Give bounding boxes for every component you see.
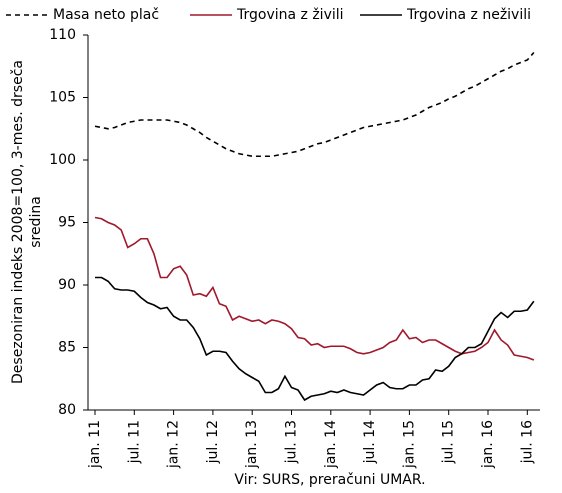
y-tick-label: 80 [58, 402, 76, 418]
source-note: Vir: SURS, preračuni UMAR. [234, 472, 425, 488]
y-tick-label: 105 [49, 90, 76, 106]
y-tick-label: 110 [49, 27, 76, 43]
x-tick-label: jul. 12 [205, 420, 221, 464]
y-axis-label: sredina [28, 196, 44, 248]
y-tick-label: 85 [58, 340, 76, 356]
x-tick-label: jan. 11 [87, 420, 103, 469]
x-tick-label: jul. 11 [126, 420, 142, 464]
x-tick-label: jul. 15 [441, 420, 457, 464]
series-line [94, 51, 535, 158]
x-tick-label: jan. 16 [480, 420, 496, 469]
series-line [95, 276, 535, 402]
series-line [94, 216, 535, 361]
y-tick-label: 90 [58, 277, 76, 293]
x-tick-label: jul. 16 [519, 420, 535, 464]
y-axis-label: Desezoniran indeks 2008=100, 3-mes. drse… [10, 60, 26, 384]
y-tick-label: 100 [49, 152, 76, 168]
legend-label: Trgovina z neživili [406, 7, 531, 23]
x-tick-label: jul. 13 [284, 420, 300, 464]
x-tick-label: jan. 13 [244, 420, 260, 469]
y-tick-label: 95 [58, 215, 76, 231]
legend-label: Trgovina z živili [236, 7, 344, 23]
x-tick-label: jan. 14 [323, 420, 339, 469]
x-tick-label: jan. 15 [401, 420, 417, 469]
legend-label: Masa neto plač [53, 7, 159, 23]
x-tick-label: jul. 14 [362, 420, 378, 464]
x-tick-label: jan. 12 [166, 420, 182, 469]
